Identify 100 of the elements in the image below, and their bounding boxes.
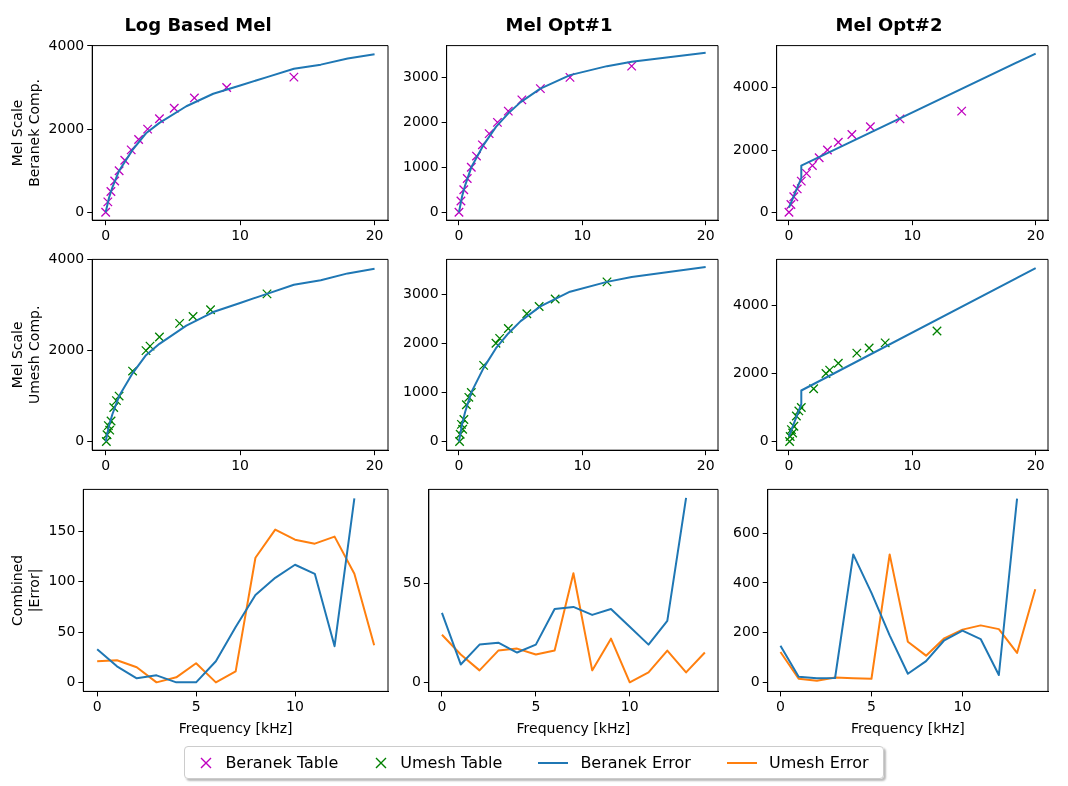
x-tick-label: 0 bbox=[92, 698, 102, 715]
point bbox=[458, 184, 469, 195]
point bbox=[521, 308, 532, 319]
y-axis-title: Mel Scale Umesh Comp. bbox=[9, 305, 42, 405]
point bbox=[833, 358, 844, 369]
point bbox=[833, 137, 844, 148]
point bbox=[864, 343, 875, 353]
point bbox=[807, 160, 818, 171]
y-tick-label: 2000 bbox=[732, 140, 769, 157]
point bbox=[114, 391, 125, 401]
point bbox=[821, 368, 831, 379]
y-tick-label: 0 bbox=[759, 202, 769, 219]
x-tick-label: 0 bbox=[776, 698, 785, 715]
point bbox=[106, 186, 116, 197]
chart-title: Log Based Mel bbox=[124, 14, 272, 36]
x-tick-label: 10 bbox=[231, 227, 250, 244]
point bbox=[221, 82, 232, 93]
x-tick-label: 10 bbox=[620, 698, 639, 715]
x-tick-label: 5 bbox=[867, 698, 876, 715]
point bbox=[466, 162, 477, 173]
chart-title: Mel Opt#2 bbox=[835, 14, 943, 36]
point bbox=[956, 106, 967, 117]
x-axis-title: Frequency [kHz] bbox=[178, 720, 293, 737]
x-tick-label: 10 bbox=[903, 227, 922, 244]
point bbox=[169, 103, 180, 114]
point bbox=[822, 145, 833, 155]
x-tick-label: 20 bbox=[1026, 227, 1045, 244]
x-axis-title: Frequency [kHz] bbox=[851, 720, 965, 737]
point bbox=[154, 113, 165, 124]
point bbox=[494, 333, 505, 344]
x-tick-label: 10 bbox=[573, 227, 592, 244]
point bbox=[846, 129, 857, 140]
x-tick-label: 20 bbox=[365, 227, 384, 244]
point bbox=[133, 134, 144, 145]
y-tick-label: 400 bbox=[732, 573, 760, 590]
point bbox=[895, 114, 905, 124]
point bbox=[491, 338, 501, 349]
point bbox=[503, 323, 514, 334]
y-tick-label: 1000 bbox=[402, 383, 439, 400]
y-tick-label: 4000 bbox=[48, 250, 85, 267]
point bbox=[289, 72, 299, 83]
x-tick-label: 5 bbox=[191, 698, 201, 715]
point bbox=[466, 387, 477, 398]
y-axis-title: Combined |Error| bbox=[9, 554, 43, 626]
y-tick-label: 100 bbox=[48, 572, 76, 589]
point bbox=[602, 276, 612, 287]
point bbox=[114, 165, 125, 176]
point bbox=[865, 121, 876, 132]
point bbox=[801, 168, 812, 179]
x-tick-label: 0 bbox=[784, 457, 794, 474]
x-tick-label: 10 bbox=[903, 457, 922, 474]
y-tick-label: 2000 bbox=[48, 119, 85, 136]
x-tick-label: 0 bbox=[101, 227, 111, 244]
x-tick-label: 0 bbox=[101, 457, 111, 474]
y-tick-label: 0 bbox=[750, 672, 760, 689]
point bbox=[535, 83, 546, 94]
y-tick-label: 0 bbox=[759, 432, 769, 449]
point bbox=[142, 124, 153, 134]
y-tick-label: 0 bbox=[75, 432, 85, 449]
y-tick-label: 0 bbox=[75, 202, 85, 219]
legend-label: Beranek Table bbox=[225, 753, 339, 772]
point bbox=[550, 294, 561, 304]
point bbox=[492, 117, 503, 128]
x-axis-title: Frequency [kHz] bbox=[516, 720, 631, 737]
x-tick-label: 10 bbox=[231, 457, 250, 474]
y-axis-title: Mel Scale Beranek Comp. bbox=[9, 78, 42, 187]
legend-label: Umesh Error bbox=[768, 753, 869, 772]
point bbox=[462, 173, 473, 184]
point bbox=[141, 345, 151, 356]
point bbox=[824, 365, 835, 375]
point bbox=[174, 318, 185, 329]
x-tick-label: 20 bbox=[365, 457, 384, 474]
x-tick-label: 10 bbox=[953, 698, 972, 715]
point bbox=[793, 406, 804, 416]
y-tick-label: 4000 bbox=[732, 296, 769, 313]
point bbox=[792, 184, 803, 194]
legend-label: Beranek Error bbox=[580, 753, 691, 772]
point bbox=[262, 288, 272, 299]
y-tick-label: 50 bbox=[402, 573, 421, 590]
x-tick-label: 0 bbox=[454, 457, 464, 474]
x-tick-label: 20 bbox=[696, 227, 715, 244]
point bbox=[109, 176, 120, 186]
y-tick-label: 4000 bbox=[732, 78, 769, 95]
y-tick-label: 2000 bbox=[48, 341, 85, 358]
point bbox=[205, 304, 216, 315]
point bbox=[796, 176, 807, 187]
point bbox=[516, 94, 527, 105]
point bbox=[808, 383, 819, 394]
x-tick-label: 10 bbox=[286, 698, 304, 715]
y-tick-label: 2000 bbox=[402, 333, 439, 350]
x-tick-label: 5 bbox=[531, 698, 541, 715]
point bbox=[127, 366, 138, 376]
y-tick-label: 600 bbox=[732, 523, 760, 540]
point bbox=[454, 207, 464, 218]
point bbox=[626, 61, 637, 72]
y-tick-label: 3000 bbox=[402, 284, 439, 301]
legend-label: Umesh Table bbox=[400, 753, 503, 772]
y-tick-label: 0 bbox=[429, 202, 439, 219]
point bbox=[851, 348, 862, 358]
x-tick-label: 0 bbox=[784, 227, 794, 244]
